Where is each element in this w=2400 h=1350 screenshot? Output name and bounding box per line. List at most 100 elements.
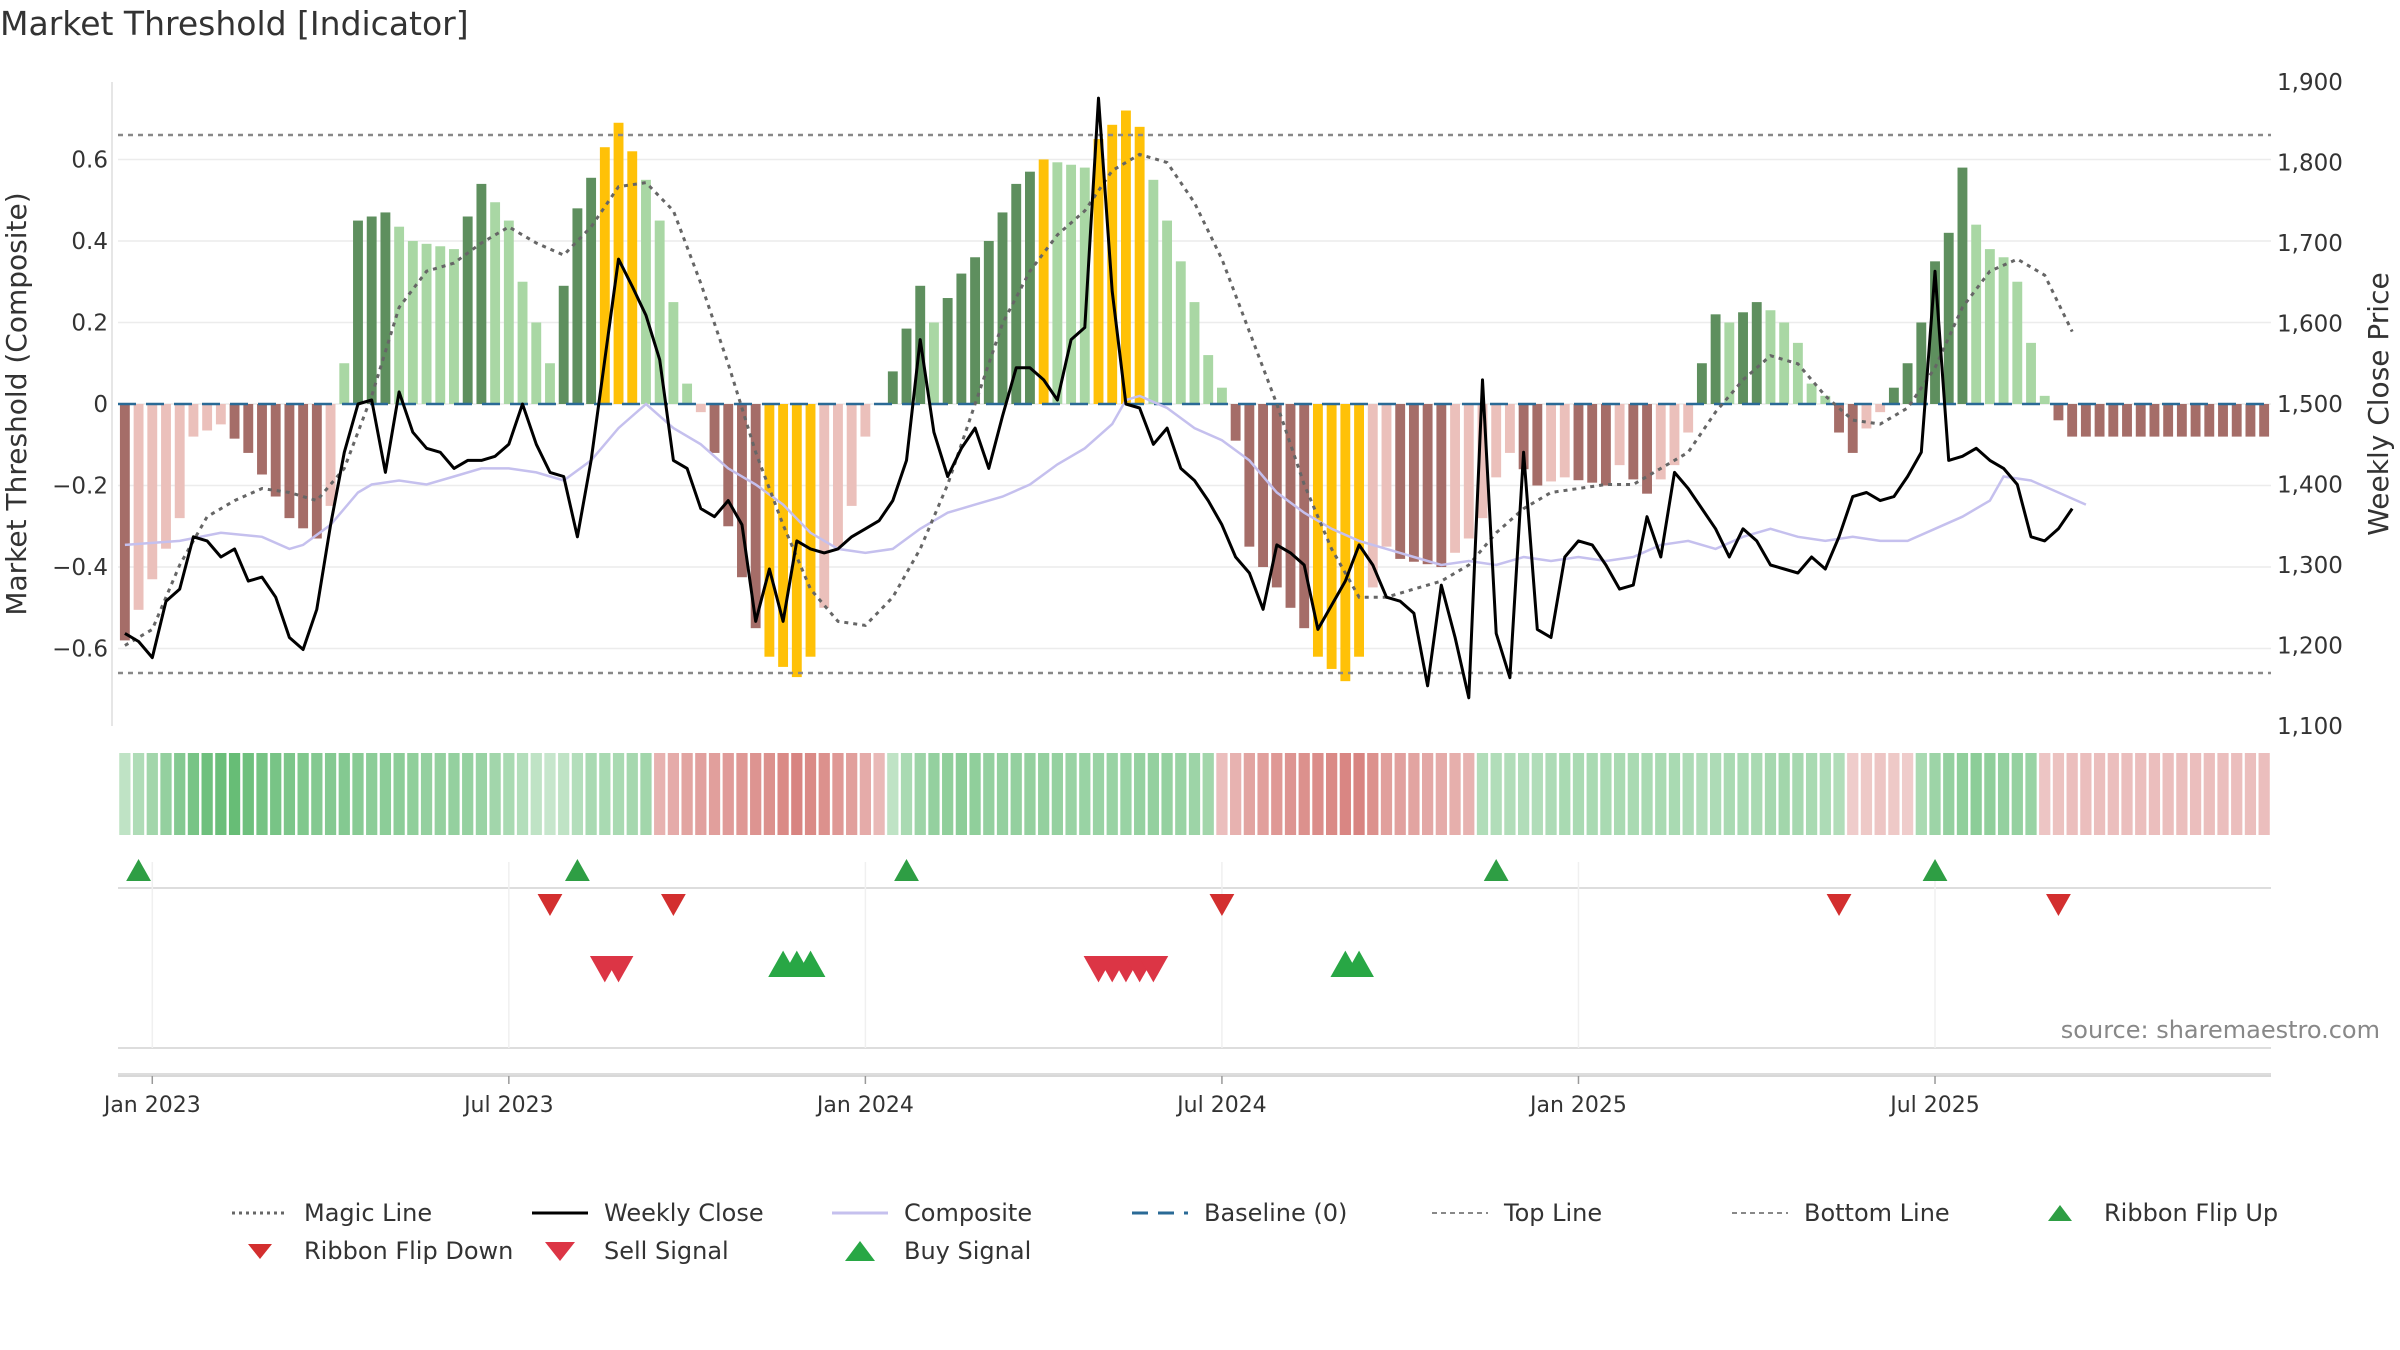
histogram-bar bbox=[2067, 404, 2078, 437]
histogram-bar bbox=[1751, 302, 1762, 404]
indicator-chart: −0.6 −0.4 −0.2 0 0.2 0.4 0.6 1,100 1,200 1,300 1,4… bbox=[0, 70, 2395, 1118]
ribbon-cell bbox=[1230, 753, 1242, 835]
ribbon-cell bbox=[900, 753, 913, 835]
histogram-bar bbox=[462, 216, 473, 404]
histogram-bar bbox=[1367, 404, 1378, 588]
histogram-bar bbox=[1326, 404, 1337, 669]
ribbon-cell bbox=[1380, 753, 1393, 835]
ribbon-cell bbox=[338, 753, 350, 835]
ribbon-cell bbox=[119, 753, 131, 835]
histogram-bar bbox=[421, 243, 432, 404]
histogram-bar bbox=[1189, 302, 1200, 404]
histogram-bar bbox=[682, 383, 693, 404]
ribbon-cell bbox=[859, 753, 872, 835]
histogram-bar bbox=[723, 404, 734, 527]
histogram-bar bbox=[1834, 404, 1844, 433]
ribbon-cell bbox=[1833, 753, 1845, 835]
histogram-bar bbox=[257, 404, 267, 475]
y-left-tick-label: 0.6 bbox=[71, 147, 108, 173]
sell-triangle-icon bbox=[545, 1242, 575, 1261]
histogram-bar bbox=[2026, 342, 2036, 404]
ribbon-cell bbox=[599, 753, 611, 835]
histogram-bar bbox=[2108, 404, 2119, 437]
ribbon-flip-down-marker bbox=[2046, 894, 2071, 916]
ribbon-cell bbox=[2025, 753, 2037, 835]
legend-item-bottom-line: Bottom Line bbox=[1730, 1198, 1950, 1228]
ribbon-cell bbox=[1984, 753, 1996, 835]
ribbon-cell bbox=[612, 753, 625, 835]
magic-line-swatch bbox=[232, 1211, 288, 1215]
ribbon-cell bbox=[1805, 753, 1818, 835]
histogram-bar bbox=[1779, 322, 1790, 404]
legend-label: Ribbon Flip Up bbox=[2104, 1199, 2279, 1227]
ribbon-flip-up-marker bbox=[1483, 859, 1509, 881]
y-right-tick-label: 1,100 bbox=[2277, 714, 2343, 740]
histogram-bar bbox=[709, 404, 720, 453]
ribbon-flip-up-marker bbox=[564, 859, 590, 881]
chart-title: Market Threshold [Indicator] bbox=[0, 4, 469, 43]
ribbon-cell bbox=[1709, 753, 1722, 835]
ribbon-cell bbox=[969, 753, 981, 835]
histogram-bar bbox=[1038, 159, 1049, 404]
histogram-bar bbox=[1107, 124, 1118, 404]
ribbon-flip-up-marker bbox=[894, 859, 919, 881]
histogram-bar bbox=[1011, 183, 1022, 404]
ribbon-cell bbox=[1860, 753, 1873, 835]
ribbon-cell bbox=[1188, 753, 1201, 835]
ribbon-cell bbox=[1764, 753, 1777, 835]
histogram-bar bbox=[1079, 167, 1090, 404]
ribbon-cell bbox=[503, 753, 515, 835]
ribbon-cell bbox=[832, 753, 844, 835]
ribbon-cell bbox=[475, 753, 488, 835]
legend-label: Top Line bbox=[1504, 1199, 1603, 1227]
ribbon-cell bbox=[1284, 753, 1297, 835]
histogram-bar bbox=[490, 202, 501, 404]
ribbon-cell bbox=[1202, 753, 1214, 835]
ribbon-cell bbox=[1353, 753, 1365, 835]
ribbon-cell bbox=[1024, 753, 1036, 835]
histogram-bar bbox=[1052, 162, 1063, 404]
y-left-tick-label: 0.4 bbox=[71, 229, 108, 255]
ribbon-cell bbox=[2203, 753, 2215, 835]
histogram-bar bbox=[1710, 314, 1721, 404]
histogram-bar bbox=[1614, 404, 1625, 466]
sell-signal-marker bbox=[1138, 956, 1169, 983]
ribbon-cell bbox=[1531, 753, 1543, 835]
ribbon-cell bbox=[530, 753, 542, 835]
histogram-bar bbox=[1477, 404, 1488, 519]
buy-triangle-icon bbox=[845, 1241, 875, 1261]
histogram-bar bbox=[1902, 363, 1913, 404]
histogram-bar bbox=[778, 404, 789, 667]
histogram-bar bbox=[1066, 164, 1077, 404]
source-label: source: sharemaestro.com bbox=[2061, 1016, 2380, 1044]
ribbon-cell bbox=[777, 753, 789, 835]
histogram-bar bbox=[970, 257, 981, 404]
ribbon-cell bbox=[695, 753, 707, 835]
histogram-bar bbox=[558, 285, 569, 404]
ribbon-cell bbox=[1010, 753, 1022, 835]
histogram-bar bbox=[2259, 404, 2270, 437]
ribbon-cell bbox=[324, 753, 337, 835]
ribbon-cell bbox=[2093, 753, 2106, 835]
histogram-bar bbox=[750, 404, 761, 629]
ribbon-cell bbox=[1504, 753, 1516, 835]
ribbon-cell bbox=[1079, 753, 1091, 835]
histogram-bar bbox=[572, 208, 583, 404]
ribbon-cell bbox=[283, 753, 296, 835]
ribbon-cell bbox=[1586, 753, 1598, 835]
buy-signal-marker bbox=[1344, 950, 1374, 977]
ribbon-cell bbox=[2148, 753, 2161, 835]
ribbon-cell bbox=[1613, 753, 1626, 835]
y-right-tick-label: 1,900 bbox=[2277, 70, 2343, 96]
ribbon-cell bbox=[311, 753, 323, 835]
x-tick-label: Jul 2025 bbox=[1888, 1093, 1980, 1118]
y-left-tick-label: −0.2 bbox=[52, 474, 108, 500]
histogram-bar bbox=[1655, 404, 1666, 480]
ribbon-cell bbox=[2231, 753, 2243, 835]
ribbon-cell bbox=[763, 753, 776, 835]
histogram-bar bbox=[586, 177, 597, 404]
ribbon-cell bbox=[818, 753, 830, 835]
histogram-bar bbox=[339, 363, 350, 404]
histogram-bar bbox=[1340, 404, 1351, 682]
ribbon-cell bbox=[1243, 753, 1255, 835]
